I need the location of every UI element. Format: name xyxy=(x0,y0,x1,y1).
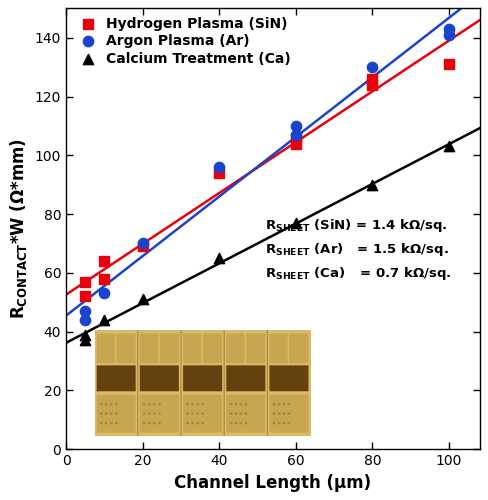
Hydrogen Plasma (SiN) xyxy=(101,257,108,265)
Argon Plasma (Ar) xyxy=(81,307,89,315)
Hydrogen Plasma (SiN) xyxy=(292,134,300,141)
Argon Plasma (Ar) xyxy=(292,122,300,130)
Argon Plasma (Ar) xyxy=(292,130,300,138)
Calcium Treatment (Ca) xyxy=(215,254,223,262)
Calcium Treatment (Ca) xyxy=(368,180,376,188)
Calcium Treatment (Ca) xyxy=(139,296,146,304)
Hydrogen Plasma (SiN) xyxy=(445,60,453,68)
Legend: Hydrogen Plasma (SiN), Argon Plasma (Ar), Calcium Treatment (Ca): Hydrogen Plasma (SiN), Argon Plasma (Ar)… xyxy=(73,16,292,67)
Calcium Treatment (Ca) xyxy=(81,330,89,338)
Hydrogen Plasma (SiN) xyxy=(101,275,108,283)
Argon Plasma (Ar) xyxy=(139,240,146,248)
Calcium Treatment (Ca) xyxy=(101,316,108,324)
Argon Plasma (Ar) xyxy=(368,63,376,71)
Argon Plasma (Ar) xyxy=(445,25,453,33)
Hydrogen Plasma (SiN) xyxy=(215,169,223,177)
Calcium Treatment (Ca) xyxy=(292,219,300,227)
Argon Plasma (Ar) xyxy=(101,290,108,298)
Argon Plasma (Ar) xyxy=(215,163,223,171)
Text: R$_{\mathregular{SHEET}}$ (SiN) = 1.4 kΩ/sq.
R$_{\mathregular{SHEET}}$ (Ar)$\;\;: R$_{\mathregular{SHEET}}$ (SiN) = 1.4 kΩ… xyxy=(265,216,452,282)
Hydrogen Plasma (SiN) xyxy=(81,278,89,285)
Hydrogen Plasma (SiN) xyxy=(139,242,146,250)
Argon Plasma (Ar) xyxy=(445,31,453,39)
Argon Plasma (Ar) xyxy=(81,316,89,324)
Y-axis label: R$_{\mathregular{CONTACT}}$*W (Ω*mm): R$_{\mathregular{CONTACT}}$*W (Ω*mm) xyxy=(8,138,29,320)
Calcium Treatment (Ca) xyxy=(445,142,453,150)
Hydrogen Plasma (SiN) xyxy=(81,292,89,300)
Hydrogen Plasma (SiN) xyxy=(368,81,376,89)
Hydrogen Plasma (SiN) xyxy=(368,75,376,83)
Hydrogen Plasma (SiN) xyxy=(292,140,300,147)
Calcium Treatment (Ca) xyxy=(81,336,89,344)
X-axis label: Channel Length (μm): Channel Length (μm) xyxy=(174,474,371,492)
